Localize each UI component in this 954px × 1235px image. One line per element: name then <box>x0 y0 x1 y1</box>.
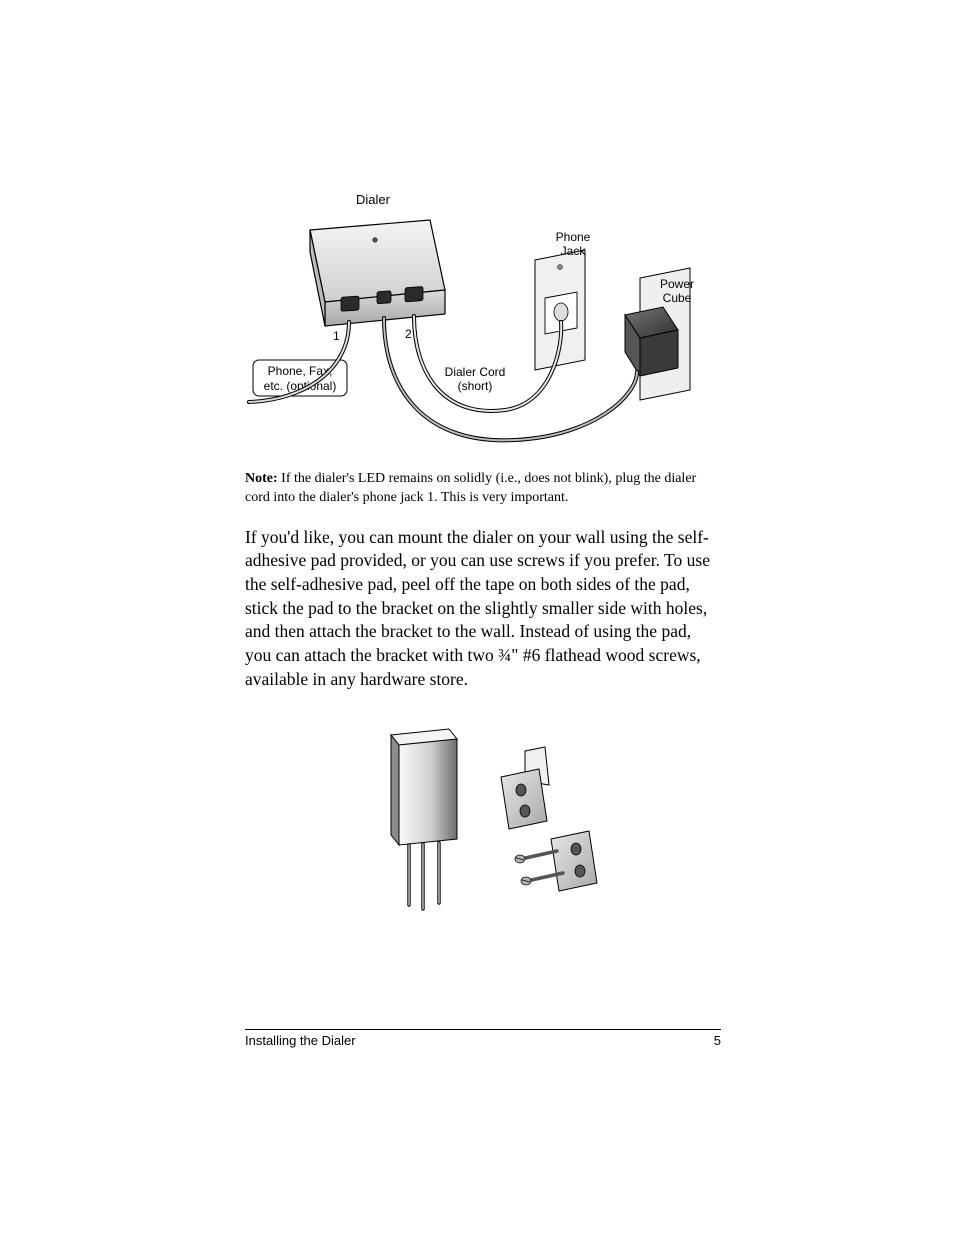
power-cube <box>625 307 678 376</box>
label-port1: 1 <box>333 329 340 343</box>
screw-1 <box>515 851 557 863</box>
dialer-side-view <box>391 729 457 909</box>
label-port2: 2 <box>405 327 412 341</box>
svg-text:(short): (short) <box>458 379 493 393</box>
label-dialer: Dialer <box>356 192 391 207</box>
content-area: Dialer <box>245 190 720 928</box>
label-power-cube-1: Power <box>660 277 694 291</box>
footer-title: Installing the Dialer <box>245 1033 356 1048</box>
label-phone-jack-2: Jack <box>561 244 587 258</box>
body-paragraph: If you'd like, you can mount the dialer … <box>245 526 720 691</box>
bracket-with-tab <box>501 747 549 829</box>
figure-dialer-wiring: Dialer <box>245 190 720 450</box>
bracket-with-screws <box>515 831 597 891</box>
document-page: Dialer <box>0 0 954 1235</box>
svg-text:Dialer Cord: Dialer Cord <box>445 365 506 379</box>
cord-power <box>384 318 637 440</box>
page-footer: Installing the Dialer 5 <box>245 1029 721 1048</box>
label-power-cube-2: Cube <box>663 291 692 305</box>
note-paragraph: Note: If the dialer's LED remains on sol… <box>245 470 720 508</box>
note-text: If the dialer's LED remains on solidly (… <box>245 471 696 505</box>
dialer-diagram-svg: Dialer <box>245 190 720 450</box>
dialer-device <box>310 220 445 326</box>
figure-mounting-bracket <box>245 713 720 928</box>
bracket-diagram-svg <box>353 721 613 921</box>
label-phone-jack-1: Phone <box>556 230 591 244</box>
footer-page-number: 5 <box>714 1033 721 1048</box>
note-label: Note: <box>245 471 278 486</box>
label-dialer-cord: Dialer Cord (short) <box>445 365 506 393</box>
